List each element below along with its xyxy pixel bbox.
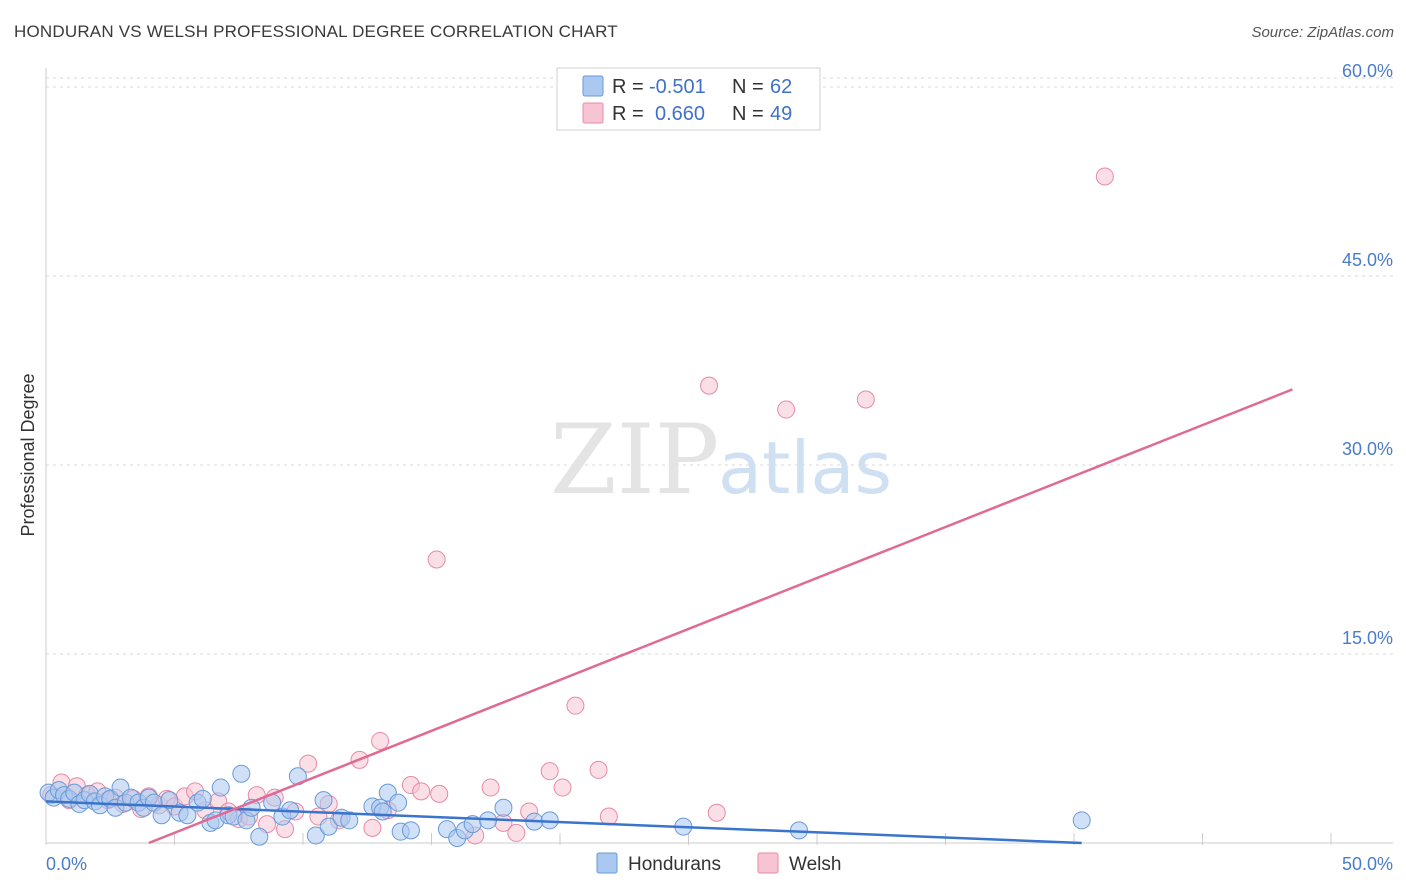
welsh-point	[540, 762, 559, 781]
y-tick-label: 15.0%	[1342, 628, 1393, 648]
legend-row2-r-value: 0.660	[655, 103, 705, 125]
honduran-point	[193, 789, 212, 808]
legend-row1-r-value: -0.501	[649, 76, 706, 98]
legend-row1-n-value: 62	[770, 76, 792, 98]
welsh-point	[427, 550, 446, 569]
legend-pink-swatch	[582, 102, 604, 124]
legend-row2-r-label: R =	[612, 103, 644, 125]
honduran-point	[232, 764, 251, 783]
watermark-atlas: atlas	[718, 426, 892, 510]
y-tick-labels: 15.0% 30.0% 45.0% 60.0%	[1342, 61, 1393, 648]
legend-hondurans-swatch	[596, 852, 618, 874]
honduran-point	[152, 806, 171, 825]
legend-blue-swatch	[582, 75, 604, 97]
legend-welsh-swatch	[757, 852, 779, 874]
welsh-trend-line	[148, 388, 1293, 845]
y-tick-label: 45.0%	[1342, 250, 1393, 270]
honduran-point	[160, 791, 179, 810]
legend-bottom: Hondurans Welsh	[596, 852, 841, 875]
y-tick-label: 60.0%	[1342, 61, 1393, 81]
honduran-point	[250, 827, 269, 846]
legend-row1-n-label: N =	[732, 76, 764, 98]
legend-hondurans-label: Hondurans	[628, 854, 721, 875]
welsh-point	[299, 754, 318, 773]
legend-row2-n-value: 49	[770, 103, 792, 125]
hondurans-trend-line	[45, 800, 1082, 845]
legend-row2-n-label: N =	[732, 103, 764, 125]
y-axis-label: Professional Degree	[18, 373, 38, 536]
grid-lines	[46, 77, 1393, 655]
welsh-point	[777, 400, 796, 419]
welsh-point	[507, 823, 526, 842]
welsh-point	[1095, 167, 1114, 186]
y-tick-label: 30.0%	[1342, 439, 1393, 459]
welsh-point	[481, 778, 500, 797]
x-tick-labels: 0.0% 50.0%	[46, 854, 1393, 874]
welsh-point	[566, 696, 585, 715]
honduran-point	[1072, 811, 1091, 830]
honduran-point	[373, 802, 392, 821]
x-tick-label: 50.0%	[1342, 854, 1393, 874]
honduran-point	[319, 817, 338, 836]
welsh-point	[412, 782, 431, 801]
honduran-point	[494, 798, 513, 817]
chart-title: HONDURAN VS WELSH PROFESSIONAL DEGREE CO…	[14, 22, 618, 41]
axes	[45, 68, 1393, 845]
trend-lines	[45, 388, 1293, 845]
honduran-point	[340, 811, 359, 830]
watermark: ZIP atlas	[550, 404, 892, 516]
source-label: Source: ZipAtlas.com	[1251, 24, 1394, 41]
welsh-point	[371, 731, 390, 750]
welsh-point	[430, 784, 449, 803]
hondurans-points	[39, 764, 1091, 847]
honduran-point	[306, 826, 325, 845]
welsh-point	[553, 778, 572, 797]
welsh-point	[589, 760, 608, 779]
legend-top: R = -0.501 N = 62 R = 0.660 N = 49	[556, 67, 821, 131]
welsh-point	[707, 803, 726, 822]
welsh-point	[363, 818, 382, 837]
watermark-zip: ZIP	[550, 404, 719, 516]
welsh-point	[599, 807, 618, 826]
honduran-point	[211, 778, 230, 797]
welsh-point	[700, 376, 719, 395]
legend-row1-r-label: R =	[612, 76, 644, 98]
honduran-point	[389, 793, 408, 812]
honduran-point	[314, 791, 333, 810]
honduran-point	[401, 821, 420, 840]
x-tick-label: 0.0%	[46, 854, 87, 874]
legend-welsh-label: Welsh	[789, 854, 841, 875]
welsh-point	[856, 390, 875, 409]
